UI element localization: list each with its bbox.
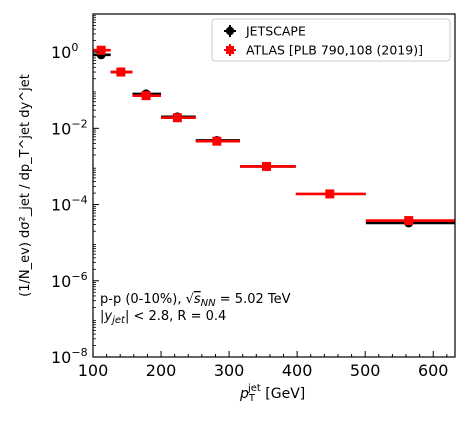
y-tick-label: 100 [51,41,78,62]
x-tick-label: 100 [78,361,109,380]
x-tick-label: 300 [214,361,245,380]
sqrt-subscript: NN [201,298,216,309]
atlas-point [212,136,222,146]
x-tick-label: 400 [282,361,313,380]
y-tick-label-exponent: −6 [71,270,87,283]
y-tick-label-base: 10 [51,348,71,367]
legend-atlas-label: ATLAS [PLB 790,108 (2019)] [246,43,423,58]
atlas-point [325,189,335,199]
annotation-line2: |yjet| < 2.8, R = 0.4 [100,309,226,326]
sqrt-symbol: √ [186,292,195,307]
y-tick-label: 10−6 [51,270,88,291]
y-tick-label-exponent: −4 [71,194,87,207]
annotation-prefix: p-p (0-10%), [100,292,186,307]
x-axis-label-base: p [239,386,249,402]
atlas-point [141,91,151,101]
y-tick-label-exponent: 0 [71,41,78,54]
y-tick-label: 10−8 [51,346,88,367]
x-tick-label: 500 [350,361,381,380]
y-tick-label-base: 10 [51,43,71,62]
legend-jetscape-marker [225,26,235,36]
y-tick-label-exponent: −2 [71,117,87,130]
atlas-point [404,216,414,226]
y-tick-label: 10−2 [51,117,88,138]
y-axis-label: (1/N_ev) dσ²_jet / dp_T^jet dy^jet [18,74,33,297]
legend-box [211,18,451,62]
x-axis-label-sup: jet [247,383,261,394]
x-axis-label: pTjet [GeV] [239,383,305,404]
sqrt-variable: s [194,292,201,307]
rapidity-var: |y [100,309,112,324]
x-axis-label-sub: T [248,393,256,404]
plot-area [93,45,455,228]
rapidity-sub: jet [110,315,126,326]
annotation-line1: p-p (0-10%), √sNN = 5.02 TeV [100,292,291,309]
annotation: p-p (0-10%), √sNN = 5.02 TeV |yjet| < 2.… [100,292,291,326]
y-tick-label-exponent: −8 [71,346,87,359]
annotation-energy: = 5.02 TeV [216,292,291,307]
atlas-point [116,67,126,77]
legend: JETSCAPE ATLAS [PLB 790,108 (2019)] [211,18,451,62]
legend-jetscape-label: JETSCAPE [245,24,306,39]
y-tick-label-base: 10 [51,119,71,138]
x-tick-label: 600 [418,361,449,380]
atlas-point [96,45,106,55]
plot-frame [92,13,456,358]
atlas-point [172,113,182,123]
y-tick-label: 10−4 [51,194,88,215]
atlas-point [262,161,272,171]
legend-atlas-marker [226,46,234,54]
y-tick-label-base: 10 [51,272,71,291]
x-tick-label: 200 [146,361,177,380]
rapidity-cut: | < 2.8, R = 0.4 [125,309,226,324]
y-tick-label-base: 10 [51,196,71,215]
x-axis-label-unit: [GeV] [261,386,305,402]
